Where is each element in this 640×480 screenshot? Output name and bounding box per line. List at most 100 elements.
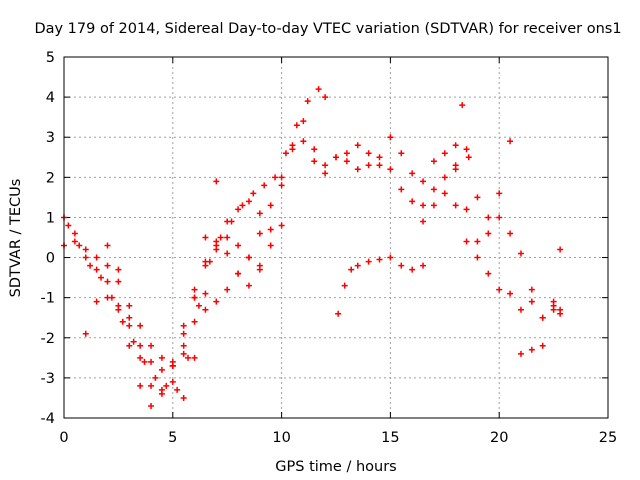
- data-point: [459, 102, 466, 109]
- data-point: [191, 286, 198, 293]
- data-point: [387, 134, 394, 141]
- data-point: [202, 306, 209, 313]
- data-point: [137, 322, 144, 329]
- data-point: [261, 182, 268, 189]
- data-point: [517, 306, 524, 313]
- data-point: [158, 366, 165, 373]
- data-point: [528, 298, 535, 305]
- data-point: [474, 254, 481, 261]
- data-point: [191, 318, 198, 325]
- data-point: [148, 358, 155, 365]
- data-point: [245, 198, 252, 205]
- x-tick-label: 0: [59, 430, 68, 446]
- data-point: [174, 386, 181, 393]
- data-point: [387, 254, 394, 261]
- data-point: [420, 218, 427, 225]
- series-track-6: [169, 118, 564, 401]
- data-point: [409, 266, 416, 273]
- data-point: [335, 310, 342, 317]
- data-point: [224, 218, 231, 225]
- data-point: [474, 238, 481, 245]
- data-markers: [61, 86, 564, 409]
- data-point: [430, 202, 437, 209]
- y-tick-label: -3: [41, 371, 55, 387]
- data-point: [267, 226, 274, 233]
- data-point: [180, 330, 187, 337]
- data-point: [550, 298, 557, 305]
- data-point: [517, 250, 524, 257]
- y-tick-label: -1: [41, 291, 55, 307]
- data-point: [485, 214, 492, 221]
- data-point: [115, 306, 122, 313]
- x-tick-label: 15: [381, 430, 399, 446]
- data-point: [430, 186, 437, 193]
- data-point: [463, 238, 470, 245]
- data-point: [191, 354, 198, 361]
- data-point: [115, 278, 122, 285]
- data-point: [376, 162, 383, 169]
- data-point: [398, 186, 405, 193]
- data-point: [272, 174, 279, 181]
- data-point: [267, 202, 274, 209]
- data-point: [463, 146, 470, 153]
- data-point: [528, 346, 535, 353]
- data-point: [322, 94, 329, 101]
- data-point: [539, 342, 546, 349]
- data-point: [163, 382, 170, 389]
- series-track-3: [65, 86, 329, 393]
- data-point: [82, 246, 89, 253]
- data-point: [126, 342, 133, 349]
- data-point: [245, 254, 252, 261]
- data-point: [235, 206, 242, 213]
- data-point: [430, 158, 437, 165]
- chart-title: Day 179 of 2014, Sidereal Day-to-day VTE…: [34, 21, 621, 37]
- data-point: [76, 242, 83, 249]
- data-point: [420, 202, 427, 209]
- data-point: [169, 378, 176, 385]
- data-point: [354, 262, 361, 269]
- data-point: [398, 150, 405, 157]
- data-point: [71, 238, 78, 245]
- data-point: [496, 214, 503, 221]
- data-point: [152, 374, 159, 381]
- data-point: [239, 202, 246, 209]
- data-point: [158, 390, 165, 397]
- data-point: [557, 246, 564, 253]
- data-point: [507, 230, 514, 237]
- y-tick-label: 2: [46, 170, 55, 186]
- data-point: [333, 154, 339, 161]
- data-point: [104, 294, 111, 301]
- data-point: [300, 138, 307, 145]
- y-tick-label: 5: [46, 50, 55, 66]
- x-tick-label: 10: [272, 430, 290, 446]
- data-point: [180, 342, 187, 349]
- data-point: [213, 242, 220, 249]
- data-point: [180, 350, 187, 357]
- data-point: [387, 166, 394, 173]
- data-point: [213, 178, 220, 185]
- data-point: [343, 158, 350, 165]
- y-tick-label: -4: [41, 411, 55, 427]
- data-point: [452, 142, 459, 149]
- data-point: [267, 242, 274, 249]
- data-point: [376, 256, 383, 263]
- data-point: [348, 266, 355, 273]
- data-point: [365, 258, 372, 265]
- data-point: [256, 210, 263, 217]
- data-point: [441, 174, 448, 181]
- data-point: [65, 222, 72, 229]
- data-point: [256, 266, 263, 273]
- data-point: [278, 174, 285, 181]
- plot-frame: [63, 56, 609, 419]
- data-point: [557, 310, 564, 317]
- data-point: [507, 290, 514, 297]
- x-tick-label: 20: [490, 430, 508, 446]
- data-point: [87, 262, 94, 269]
- data-point: [180, 394, 187, 401]
- data-point: [115, 266, 122, 273]
- data-point: [137, 382, 144, 389]
- x-tick-label: 5: [168, 430, 177, 446]
- data-point: [126, 322, 133, 329]
- data-point: [148, 402, 155, 409]
- data-point: [354, 166, 361, 173]
